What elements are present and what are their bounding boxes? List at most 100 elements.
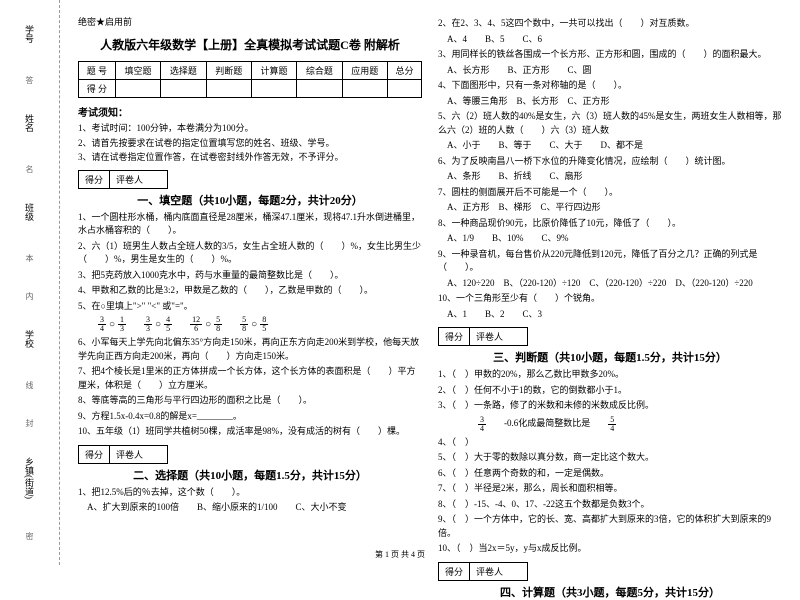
section4-title: 四、计算题（共3小题，每题5分，共计15分） [438,584,782,600]
s2-q1o: A、扩大到原来的100倍 B、缩小原来的1/100 C、大小不变 [78,501,422,515]
s2-q1: 1、把12.5%后的％去掉，这个数（ ）。 [78,486,422,500]
frac-1: 34○13 [98,316,126,333]
s2-q3: 3、用同样长的铁丝各围成一个长方形、正方形和圆，围成的（ ）的面积最大。 [438,48,782,62]
score-label-2: 得分 [79,446,110,463]
s1-q7: 7、把4个棱长是1里米的正方体拼成一个长方体，这个长方体的表面积是（ ）平方厘米… [78,365,422,392]
s3-q9: 9、（ ）一个方体中，它的长、宽、高都扩大到原来的3倍，它的体积扩大到原来的9倍… [438,513,782,540]
confidential-mark: 绝密★启用前 [78,15,422,28]
row-label: 得 分 [79,80,116,98]
notice-2: 2、请首先按要求在试卷的指定位置填写您的姓名、班级、学号。 [78,137,422,150]
binding-label-class: 班级 [23,203,36,224]
mark-3: 内 [24,292,35,300]
s2-q9o: A、120÷220 B、（220-120）÷120 C、（220-120）÷22… [438,277,782,291]
s3-frac: 34 -0.6化成最简整数比是 54 [478,416,782,433]
exam-title: 人教版六年级数学【上册】全真模拟考试试题C卷 附解析 [78,36,422,53]
score-label-4: 得分 [439,563,470,580]
cell-5[interactable] [297,80,342,98]
mark-2: 本 [24,254,35,262]
score-label: 得分 [79,171,110,188]
s1-q4: 4、甲数和乙数的比是3:2，甲数是乙数的（ ），乙数是甲数的（ ）。 [78,284,422,298]
s2-q2o: A、4 B、5 C、6 [438,33,782,47]
left-column: 绝密★启用前 人教版六年级数学【上册】全真模拟考试试题C卷 附解析 题 号 填空… [70,15,430,560]
s2-q6o: A、条形 B、折线 C、扇形 [438,170,782,184]
notice-3: 3、请在试卷指定位置作答，在试卷密封线外作答无效，不予评分。 [78,151,422,164]
mark-5: 封 [24,419,35,427]
s3-q2: 2、（ ）任何不小于1的数，它的倒数都小于1。 [438,384,782,398]
content-area: 绝密★启用前 人教版六年级数学【上册】全真模拟考试试题C卷 附解析 题 号 填空… [60,0,800,565]
grader-label: 评卷人 [110,171,149,188]
binding-label-town: 乡镇(街道) [23,457,36,502]
s3-q8: 8、（ ）-15、-4、0、17、-22这五个数都是负数3个。 [438,498,782,512]
mark-0: 答 [24,76,35,84]
s1-q1: 1、一个圆柱形水桶，桶内底面直径是28厘米，桶深47.1厘米，现将47.1升水倒… [78,211,422,238]
s2-q4: 4、下面图形中，只有一条对称轴的是（ ）。 [438,79,782,93]
s3-q5: 5、（ ）大于零的数除以真分数，商一定比这个数大。 [438,451,782,465]
s2-q3o: A、长方形 B、正方形 C、圆 [438,64,782,78]
cell-4[interactable] [251,80,296,98]
score-table: 题 号 填空题 选择题 判断题 计算题 综合题 应用题 总分 得 分 [78,61,422,98]
cell-6[interactable] [342,80,387,98]
th-2: 选择题 [161,62,206,80]
s1-q5: 5、在○里填上">" "<" 或"="。 [78,300,422,314]
score-label-3: 得分 [439,328,470,345]
notice-1: 1、考试时间：100分钟，本卷满分为100分。 [78,122,422,135]
th-4: 计算题 [251,62,296,80]
s3-q4: 4、（ ） [438,436,782,450]
notice-title: 考试须知： [78,104,422,119]
cell-3[interactable] [206,80,251,98]
th-1: 填空题 [115,62,160,80]
th-5: 综合题 [297,62,342,80]
right-column: 2、在2、3、4、5这四个数中，一共可以找出（ ）对互质数。 A、4 B、5 C… [430,15,790,560]
section3-title: 三、判断题（共10小题，每题1.5分，共计15分） [438,349,782,365]
grader-label-4: 评卷人 [470,563,509,580]
s1-q8: 8、等底等高的三角形与平行四边形的面积之比是（ ）。 [78,394,422,408]
s2-q4o: A、等腰三角形 B、长方形 C、正方形 [438,95,782,109]
cell-1[interactable] [115,80,160,98]
grader-label-2: 评卷人 [110,446,149,463]
s2-q7o: A、正方形 B、梯形 C、平行四边形 [438,201,782,215]
s2-q6: 6、为了反映南昌八一桥下水位的升降变化情况，应绘制（ ）统计图。 [438,155,782,169]
section3-head: 得分 评卷人 [438,327,528,346]
s3-q10: 10、（ ）当2x＝5y，y与x成反比例。 [438,542,782,556]
s2-q5o: A、小于 B、等于 C、大于 D、都不是 [438,139,782,153]
s1-q6: 6、小军每天上学先向北偏东35°方向走150米，再向正东方向走200米到学校，他… [78,336,422,363]
page-footer: 第 1 页 共 4 页 [375,549,425,560]
s1-q10: 10、五年级（1）班同学共植树50棵，成活率是98%，没有成活的树有（ ）棵。 [78,425,422,439]
s2-q9: 9、一种录音机，每台售价从220元降低到120元，降低了百分之几？正确的列式是（… [438,248,782,275]
section2-title: 二、选择题（共10小题，每题1.5分，共计15分） [78,467,422,483]
section1-head: 得分 评卷人 [78,170,168,189]
th-6: 应用题 [342,62,387,80]
cell-7[interactable] [387,80,421,98]
cell-2[interactable] [161,80,206,98]
section2-head: 得分 评卷人 [78,445,168,464]
s3-q6: 6、（ ）任意两个奇数的和，一定是偶数。 [438,467,782,481]
th-0: 题 号 [79,62,116,80]
binding-margin: 学号 答 姓名 名 班级 本 内 学校 线 封 乡镇(街道) 密 [0,0,60,565]
s2-q8o: A、1/9 B、10% C、9% [438,232,782,246]
s3-q3: 3、（ ）一条路，修了的米数和未修的米数成反比例。 [438,399,782,413]
s3-q7: 7、（ ）半径是2米，那么，周长和面积相等。 [438,482,782,496]
s1-q2: 2、六（1）班男生人数占全班人数的3/5，女生占全班人数的（ ）%，女生比男生少… [78,240,422,267]
section1-title: 一、填空题（共10小题，每题2分，共计20分） [78,192,422,208]
fraction-row: 34○13 33○45 126○58 58○85 [98,316,422,333]
s1-q3: 3、把5克药放入1000克水中，药与水重量的最简整数比是（ ）。 [78,269,422,283]
s2-q10: 10、一个三角形至少有（ ）个锐角。 [438,292,782,306]
s2-q7: 7、圆柱的侧面展开后不可能是一个（ ）。 [438,186,782,200]
mark-4: 线 [24,381,35,389]
binding-label-name: 姓名 [23,114,36,135]
mark-1: 名 [24,165,35,173]
s2-q8: 8、一种商品现价90元，比原价降低了10元，降低了（ ）。 [438,217,782,231]
s1-q9: 9、方程1.5x-0.4x=0.8的解是x=________。 [78,410,422,424]
s2-q2: 2、在2、3、4、5这四个数中，一共可以找出（ ）对互质数。 [438,17,782,31]
th-3: 判断题 [206,62,251,80]
binding-label-id: 学号 [23,25,36,46]
mark-6: 密 [24,532,35,540]
grader-label-3: 评卷人 [470,328,509,345]
section4-head: 得分 评卷人 [438,562,528,581]
binding-label-school: 学校 [23,330,36,351]
frac-3: 126○58 [190,316,222,333]
s2-q10o: A、1 B、2 C、3 [438,308,782,322]
frac-4: 58○85 [240,316,268,333]
th-7: 总分 [387,62,421,80]
s3-q1: 1、（ ）甲数的20%，那么乙数比甲数多20%。 [438,368,782,382]
